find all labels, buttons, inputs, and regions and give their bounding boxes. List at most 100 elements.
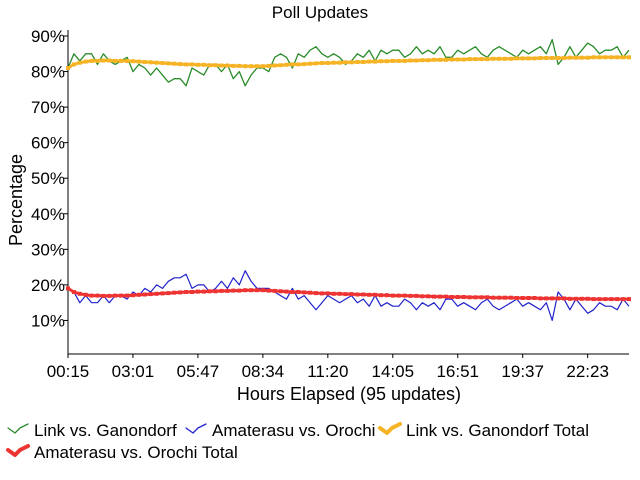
- series-4-point: [379, 293, 383, 298]
- legend-label: Link vs. Ganondorf Total: [406, 421, 589, 440]
- series-4-point: [420, 294, 425, 299]
- x-tick-label: 03:01: [112, 362, 155, 381]
- series-3-point: [532, 56, 537, 61]
- legend-swatch: [185, 423, 207, 434]
- series-3-point: [373, 59, 378, 64]
- series-3-point: [567, 55, 572, 60]
- series-3-point: [550, 56, 555, 60]
- series-3-point: [585, 55, 590, 60]
- series-4-point: [319, 291, 324, 296]
- series-3-point: [402, 58, 407, 63]
- series-3-point: [573, 55, 578, 60]
- series-4-point: [201, 289, 206, 294]
- series-3-point: [154, 60, 159, 65]
- series-4-point: [101, 293, 106, 298]
- series-3-point: [148, 60, 153, 65]
- series-4-point: [83, 292, 88, 297]
- series-4-point: [308, 290, 313, 295]
- series-3-point: [473, 57, 478, 62]
- series-3-point: [426, 58, 431, 63]
- series-3-point: [479, 57, 484, 62]
- series-3-point: [125, 58, 130, 63]
- series-4-point: [107, 293, 112, 298]
- series-4-point: [296, 290, 301, 294]
- series-3-point: [266, 63, 271, 68]
- series-4-point: [113, 293, 118, 298]
- series-3-point: [107, 58, 112, 63]
- series-4-point: [579, 296, 584, 301]
- series-3-point: [213, 63, 218, 68]
- series-3-point: [172, 61, 177, 66]
- series-3-point: [420, 58, 425, 63]
- series-4-point: [585, 296, 590, 301]
- series-3-point: [508, 56, 513, 61]
- x-tick-label: 19:37: [501, 362, 544, 381]
- series-4-point: [119, 293, 124, 298]
- series-4-point: [266, 288, 271, 293]
- series-3-point: [526, 56, 531, 61]
- series-3-point: [243, 64, 248, 69]
- series-3-point: [396, 58, 401, 63]
- series-3-point: [302, 62, 307, 67]
- series-3-point: [597, 55, 602, 60]
- series-3-point: [603, 55, 608, 60]
- series-4-point: [225, 288, 230, 293]
- series-4-point: [514, 296, 519, 300]
- series-4-point: [491, 295, 496, 300]
- series-3-point: [260, 64, 265, 69]
- x-tick-label: 16:51: [436, 362, 479, 381]
- series-4-point: [597, 297, 602, 302]
- series-3-point: [255, 64, 259, 69]
- series-4-point: [627, 297, 631, 302]
- series-3-point: [438, 57, 442, 62]
- series-4-point: [526, 296, 531, 300]
- series-3-point: [113, 58, 118, 63]
- series-3-point: [184, 62, 189, 67]
- series-3-point: [142, 60, 147, 64]
- series-3-point: [485, 57, 490, 62]
- series-3-point: [467, 57, 472, 62]
- series-line-2: [67, 270, 630, 321]
- legend-swatch: [7, 423, 29, 434]
- series-3-point: [449, 57, 454, 62]
- series-4-point: [455, 295, 460, 299]
- series-3-point: [296, 62, 301, 67]
- series-4-point: [497, 295, 502, 300]
- series-4-point: [615, 297, 620, 302]
- series-3-point: [579, 55, 584, 60]
- series-4-point: [426, 294, 431, 299]
- series-3-point: [219, 63, 224, 68]
- legend-swatch: [6, 444, 30, 457]
- x-tick-label: 11:20: [307, 362, 348, 381]
- series-4-point: [284, 289, 289, 294]
- series-3-point: [249, 64, 254, 69]
- series-3-point: [367, 59, 372, 64]
- series-4-point: [402, 293, 407, 298]
- series-4-point: [508, 295, 513, 300]
- series-3-point: [272, 63, 277, 68]
- series-4-point: [520, 296, 525, 300]
- series-4-point: [219, 288, 224, 293]
- series-3-point: [432, 57, 437, 62]
- series-4-point: [443, 294, 448, 299]
- series-4-point: [260, 288, 265, 293]
- y-tick-label: 40%: [31, 205, 65, 224]
- series-4-point: [325, 291, 330, 296]
- series-3-point: [77, 60, 82, 65]
- series-4-point: [237, 288, 242, 293]
- series-3-point: [290, 62, 295, 67]
- x-tick-label: 14:05: [372, 362, 415, 381]
- series-4-point: [131, 293, 135, 298]
- series-3-point: [390, 58, 395, 63]
- series-4-point: [255, 288, 259, 293]
- series-3-point: [384, 59, 389, 64]
- series-3-point: [190, 62, 194, 67]
- series-4-point: [449, 295, 454, 299]
- series-4-point: [473, 295, 478, 300]
- series-4-point: [178, 290, 183, 295]
- series-3-point: [319, 61, 324, 65]
- series-3-point: [178, 62, 183, 67]
- series-3-point: [119, 58, 124, 63]
- series-4-point: [249, 288, 254, 293]
- legend-label: Link vs. Ganondorf: [34, 421, 177, 440]
